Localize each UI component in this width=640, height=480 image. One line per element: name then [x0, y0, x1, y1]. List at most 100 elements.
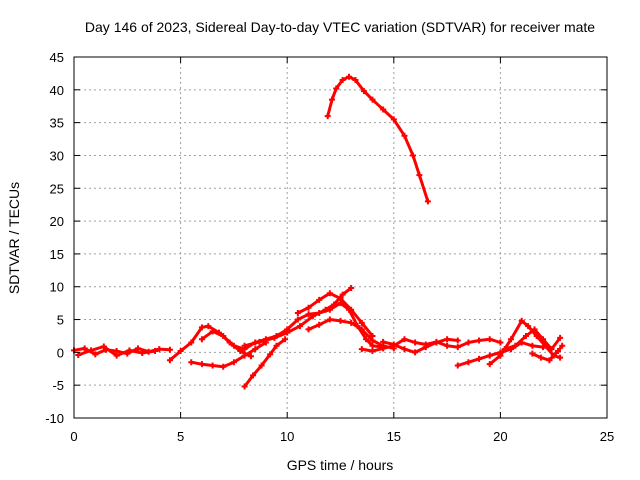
data-point [177, 348, 184, 355]
data-point [401, 132, 408, 139]
data-point [247, 353, 254, 360]
data-point [557, 334, 564, 341]
data-point [529, 342, 536, 349]
data-point [497, 352, 504, 359]
data-point [346, 73, 353, 80]
data-point [525, 323, 532, 330]
data-point [75, 351, 82, 358]
data-point [369, 337, 376, 344]
series-arc-8 [275, 301, 385, 349]
data-point [139, 350, 146, 357]
data-point [316, 321, 323, 328]
data-point [296, 323, 303, 330]
data-point [134, 345, 141, 352]
y-tick-label: 0 [57, 345, 64, 360]
data-point [220, 332, 227, 339]
data-point [348, 285, 355, 292]
data-point [188, 339, 195, 346]
plot-frame [73, 56, 608, 419]
data-point [540, 336, 547, 343]
data-point [358, 346, 365, 353]
data-point [548, 346, 555, 353]
data-point [531, 326, 538, 333]
data-point [81, 345, 88, 352]
data-point [522, 332, 529, 339]
data-point [380, 338, 387, 345]
y-tick-label: 10 [50, 280, 64, 295]
data-point [465, 359, 472, 366]
x-tick-label: 20 [493, 429, 507, 444]
data-point [326, 306, 333, 313]
data-point [250, 372, 257, 379]
data-point [337, 295, 344, 302]
data-point [433, 339, 440, 346]
y-tick-label: 40 [50, 83, 64, 98]
data-point [557, 354, 564, 361]
data-point [508, 336, 515, 343]
data-point [380, 345, 387, 352]
data-point [380, 106, 387, 113]
data-point [156, 346, 163, 353]
data-point [518, 317, 525, 324]
x-tick-label: 0 [70, 429, 77, 444]
data-point [412, 339, 419, 346]
data-point [401, 336, 408, 343]
data-point [369, 96, 376, 103]
series-arc-6 [243, 337, 287, 388]
data-point [326, 316, 333, 323]
data-point [209, 328, 216, 335]
data-point [316, 296, 323, 303]
data-point [348, 306, 355, 313]
data-point [476, 337, 483, 344]
data-point [241, 352, 248, 359]
data-point [529, 350, 536, 357]
data-point [412, 349, 419, 356]
data-point [537, 354, 544, 361]
series-arc-9 [296, 291, 374, 338]
data-point [220, 363, 227, 370]
data-point [454, 344, 461, 351]
y-axis-label: SDTVAR / TECUs [6, 182, 22, 294]
series-arc-high [326, 75, 430, 203]
data-point [284, 326, 291, 333]
y-tick-label: 45 [50, 50, 64, 65]
y-tick-label: 25 [50, 181, 64, 196]
data-point [294, 316, 301, 323]
data-point [252, 346, 259, 353]
y-tick-label: 35 [50, 116, 64, 131]
data-point [401, 346, 408, 353]
data-point [88, 347, 95, 354]
y-tick-label: 30 [50, 148, 64, 163]
data-point [390, 341, 397, 348]
data-point [559, 342, 566, 349]
data-point [209, 362, 216, 369]
data-point [324, 113, 331, 120]
data-point [273, 342, 280, 349]
data-point [166, 346, 173, 353]
data-point [422, 344, 429, 351]
data-point [444, 342, 451, 349]
data-point [454, 362, 461, 369]
data-point [294, 309, 301, 316]
y-tick-label: 5 [57, 313, 64, 328]
data-point [326, 290, 333, 297]
data-point [486, 361, 493, 368]
data-point [333, 85, 340, 92]
x-tick-label: 15 [387, 429, 401, 444]
data-point [198, 336, 205, 343]
data-point [256, 338, 263, 345]
data-point [348, 319, 355, 326]
series-layer [71, 73, 566, 390]
data-point [358, 326, 365, 333]
x-axis-label: GPS time / hours [287, 457, 394, 473]
data-point [358, 319, 365, 326]
data-point [230, 342, 237, 349]
data-point [241, 342, 248, 349]
y-tick-label: -5 [52, 378, 64, 393]
data-point [328, 96, 335, 103]
data-point [501, 346, 508, 353]
data-point [512, 342, 519, 349]
data-point [188, 359, 195, 366]
data-point [241, 383, 248, 390]
